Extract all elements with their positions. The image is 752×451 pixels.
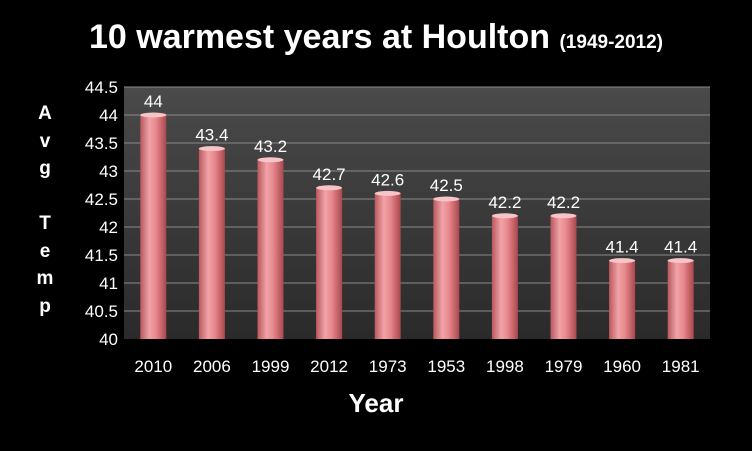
x-tick-label: 1960 xyxy=(603,357,641,376)
y-tick-label: 42.5 xyxy=(85,190,118,209)
x-tick-label: 1981 xyxy=(662,357,700,376)
data-label: 41.4 xyxy=(606,238,639,257)
x-tick-label: 1998 xyxy=(486,357,524,376)
y-tick-label: 40.5 xyxy=(85,302,118,321)
bar xyxy=(433,199,460,339)
chart-title: 10 warmest years at Houlton (1949-2012) xyxy=(0,18,752,57)
y-axis-label-char: g xyxy=(39,158,51,179)
chart-subtitle: (1949-2012) xyxy=(559,32,664,53)
data-label: 42.6 xyxy=(371,170,404,189)
y-axis-label-char: A xyxy=(38,103,52,124)
data-label: 41.4 xyxy=(664,238,697,257)
data-label: 43.4 xyxy=(195,126,228,145)
bar xyxy=(491,215,518,339)
y-tick-label: 44.5 xyxy=(85,78,118,97)
bar xyxy=(198,148,225,339)
x-tick-label: 1999 xyxy=(252,357,290,376)
y-tick-label: 44 xyxy=(99,106,118,125)
bar xyxy=(140,115,167,339)
data-label: 42.2 xyxy=(547,193,580,212)
x-tick-label: 1953 xyxy=(427,357,465,376)
y-axis-label-char: m xyxy=(36,268,54,289)
y-tick-label: 40 xyxy=(99,330,118,349)
y-tick-label: 43 xyxy=(99,162,118,181)
data-label: 42.7 xyxy=(313,165,346,184)
x-tick-label: 1973 xyxy=(369,357,407,376)
bar-cap xyxy=(140,112,167,118)
x-tick-label: 2006 xyxy=(193,357,231,376)
y-axis-label-char: T xyxy=(39,213,51,234)
data-label: 44 xyxy=(144,92,163,111)
data-label: 42.5 xyxy=(430,176,463,195)
x-tick-label: 2012 xyxy=(310,357,348,376)
x-axis-label: Year xyxy=(348,388,404,418)
y-axis-label-char: p xyxy=(39,295,51,317)
bar-cap xyxy=(609,258,636,264)
bar-cap xyxy=(550,213,577,219)
bar-cap xyxy=(667,258,694,264)
bar xyxy=(374,193,401,339)
bar-cap xyxy=(316,185,343,191)
y-tick-label: 42 xyxy=(99,218,118,237)
y-tick-label: 41.5 xyxy=(85,246,118,265)
bar-cap xyxy=(198,146,225,152)
bar xyxy=(257,159,284,339)
y-tick-label: 43.5 xyxy=(85,134,118,153)
bar xyxy=(667,260,694,339)
y-axis-label-char: e xyxy=(39,240,51,262)
bar-cap xyxy=(491,213,518,219)
bar-cap xyxy=(257,157,284,163)
y-axis-label-char: v xyxy=(39,130,51,152)
bar-cap xyxy=(374,190,401,196)
bar-cap xyxy=(433,196,460,202)
bar xyxy=(316,187,343,339)
data-label: 43.2 xyxy=(254,137,287,156)
x-tick-label: 1979 xyxy=(545,357,583,376)
x-tick-label: 2010 xyxy=(134,357,172,376)
data-label: 42.2 xyxy=(488,193,521,212)
chart-title-text: 10 warmest years at Houlton xyxy=(88,18,551,56)
axis-ticks: 40 40.5 41 41.5 42 42.5 43 43.5 44 44.5 2010 2006 19… xyxy=(85,78,700,376)
bar xyxy=(609,260,636,339)
y-tick-label: 41 xyxy=(99,274,118,293)
bar xyxy=(550,215,577,339)
bars: 44 43.4 43.2 42.7 42.6 42.5 42.2 42.2 41.4 41.4 xyxy=(140,92,697,339)
